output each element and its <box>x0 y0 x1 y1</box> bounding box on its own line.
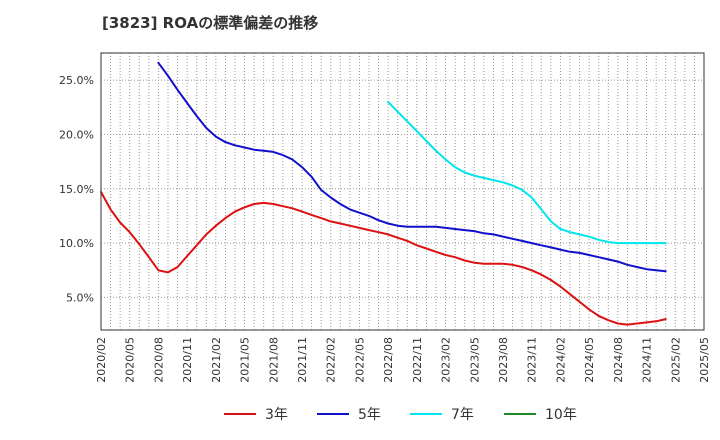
x-tick-label: 2022/11 <box>411 337 424 383</box>
plot-area <box>101 53 704 330</box>
series-line <box>100 191 667 326</box>
x-tick-label: 2020/02 <box>95 337 108 383</box>
plot-border <box>100 52 705 331</box>
x-tick-label: 2022/02 <box>325 337 338 383</box>
series-line <box>387 100 667 245</box>
x-tick-label: 2025/02 <box>669 337 682 383</box>
legend-label: 10年 <box>545 407 577 423</box>
legend: 3年 5年 7年 10年 <box>224 407 577 423</box>
y-tick-label: 5.0% <box>66 291 94 304</box>
y-tick-label: 25.0% <box>59 74 94 87</box>
x-tick-label: 2023/08 <box>497 337 510 383</box>
x-tick-label: 2021/05 <box>239 337 252 383</box>
legend-label: 7年 <box>451 407 474 423</box>
x-tick-label: 2021/11 <box>296 337 309 383</box>
x-tick-label: 2021/08 <box>267 337 280 383</box>
y-tick-label: 20.0% <box>59 128 94 141</box>
x-tick-label: 2021/02 <box>210 337 223 383</box>
x-tick-label: 2020/05 <box>124 337 137 383</box>
x-tick-label: 2022/08 <box>382 337 395 383</box>
x-tick-label: 2023/05 <box>468 337 481 383</box>
x-tick-label: 2024/11 <box>641 337 654 383</box>
x-tick-label: 2024/02 <box>554 337 567 383</box>
x-tick-label: 2024/08 <box>612 337 625 383</box>
y-axis: 5.0% 10.0% 15.0% 20.0% 25.0% <box>59 74 94 304</box>
x-tick-label: 2025/05 <box>698 337 711 383</box>
x-axis: 2020/02 2020/05 2020/08 2020/11 2021/02 2021/… <box>95 337 711 383</box>
x-tick-label: 2022/05 <box>353 337 366 383</box>
y-tick-label: 15.0% <box>59 183 94 196</box>
legend-label: 5年 <box>358 407 381 423</box>
x-tick-label: 2020/11 <box>181 337 194 383</box>
x-tick-label: 2020/08 <box>152 337 165 383</box>
series-line <box>157 61 667 273</box>
legend-label: 3年 <box>265 407 288 423</box>
x-tick-label: 2024/05 <box>583 337 596 383</box>
x-tick-label: 2023/11 <box>526 337 539 383</box>
x-tick-label: 2023/02 <box>440 337 453 383</box>
y-tick-label: 10.0% <box>59 237 94 250</box>
series-layer <box>100 61 667 326</box>
chart-title: [3823] ROAの標準偏差の推移 <box>102 14 319 32</box>
